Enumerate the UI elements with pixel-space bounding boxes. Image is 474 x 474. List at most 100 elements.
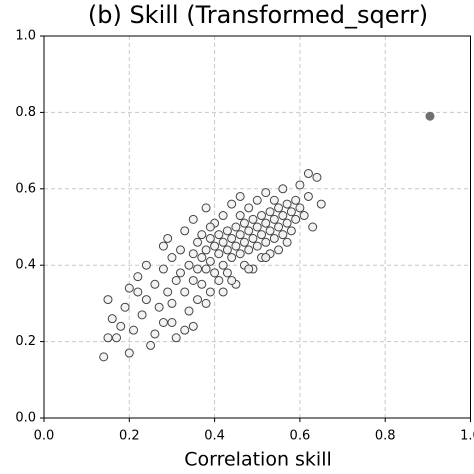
point — [299, 211, 309, 221]
point — [252, 222, 262, 232]
point — [129, 325, 139, 335]
point — [231, 241, 241, 251]
x-axis-label: Correlation skill — [184, 449, 332, 471]
point — [188, 321, 198, 331]
point — [214, 249, 224, 259]
point — [188, 214, 198, 224]
point — [201, 203, 211, 213]
point — [286, 226, 296, 236]
chart-title: (b) Skill (Transformed_sqerr) — [88, 1, 428, 29]
point — [124, 283, 134, 293]
point — [175, 245, 185, 255]
point — [252, 195, 262, 205]
point — [235, 211, 245, 221]
point — [137, 310, 147, 320]
point — [222, 245, 232, 255]
point — [103, 333, 113, 343]
point — [210, 268, 220, 278]
point — [214, 275, 224, 285]
point — [188, 249, 198, 259]
point — [116, 321, 126, 331]
x-tick-label: 0.0 — [34, 429, 55, 444]
point — [235, 230, 245, 240]
point — [261, 237, 271, 247]
point — [278, 230, 288, 240]
y-tick-label: 0.8 — [15, 105, 36, 120]
point — [205, 233, 215, 243]
point — [308, 222, 318, 232]
point — [291, 195, 301, 205]
point — [112, 333, 122, 343]
point — [167, 298, 177, 308]
point — [282, 218, 292, 228]
point — [231, 222, 241, 232]
point — [180, 226, 190, 236]
point — [218, 260, 228, 270]
point — [282, 199, 292, 209]
point — [261, 188, 271, 198]
point — [141, 295, 151, 305]
point — [286, 207, 296, 217]
point — [150, 279, 160, 289]
point — [295, 203, 305, 213]
point — [163, 287, 173, 297]
point — [248, 214, 258, 224]
point — [146, 340, 156, 350]
point — [103, 295, 113, 305]
point — [269, 195, 279, 205]
point — [205, 256, 215, 266]
point — [180, 325, 190, 335]
point — [167, 318, 177, 327]
point — [150, 329, 160, 339]
point — [133, 287, 143, 297]
y-tick-label: 0.4 — [15, 258, 36, 273]
point — [244, 226, 254, 236]
point — [278, 211, 288, 221]
plot-frame — [43, 35, 471, 419]
x-tick-label: 1.0 — [460, 429, 474, 444]
point — [205, 287, 215, 297]
point — [278, 184, 288, 194]
x-tick-label: 0.2 — [119, 429, 140, 444]
point — [265, 207, 275, 217]
point — [239, 218, 249, 228]
point — [222, 268, 232, 278]
x-tick-label: 0.8 — [375, 429, 396, 444]
point — [180, 287, 190, 297]
point — [265, 226, 275, 236]
point — [261, 253, 271, 263]
point — [235, 191, 245, 201]
point — [205, 222, 215, 232]
point — [188, 275, 198, 285]
point — [218, 237, 228, 247]
y-tick-label: 1.0 — [15, 29, 36, 44]
point — [197, 279, 207, 289]
point — [222, 226, 232, 236]
x-tick-label: 0.4 — [204, 429, 225, 444]
point — [193, 237, 203, 247]
point — [257, 230, 267, 240]
point — [227, 253, 237, 263]
point — [120, 302, 130, 312]
point — [184, 306, 194, 316]
point — [274, 203, 284, 213]
y-tick-label: 0.6 — [15, 181, 36, 196]
point — [171, 333, 181, 343]
point — [282, 237, 292, 247]
point — [163, 233, 173, 243]
point — [235, 249, 245, 259]
point — [214, 230, 224, 240]
point — [274, 245, 284, 255]
point — [201, 298, 211, 308]
x-tick-label: 0.6 — [290, 429, 311, 444]
point — [201, 245, 211, 255]
point — [269, 214, 279, 224]
point — [316, 199, 326, 209]
point — [124, 348, 134, 358]
point — [303, 191, 313, 201]
point — [158, 264, 168, 274]
point — [201, 264, 211, 274]
point — [158, 241, 168, 251]
